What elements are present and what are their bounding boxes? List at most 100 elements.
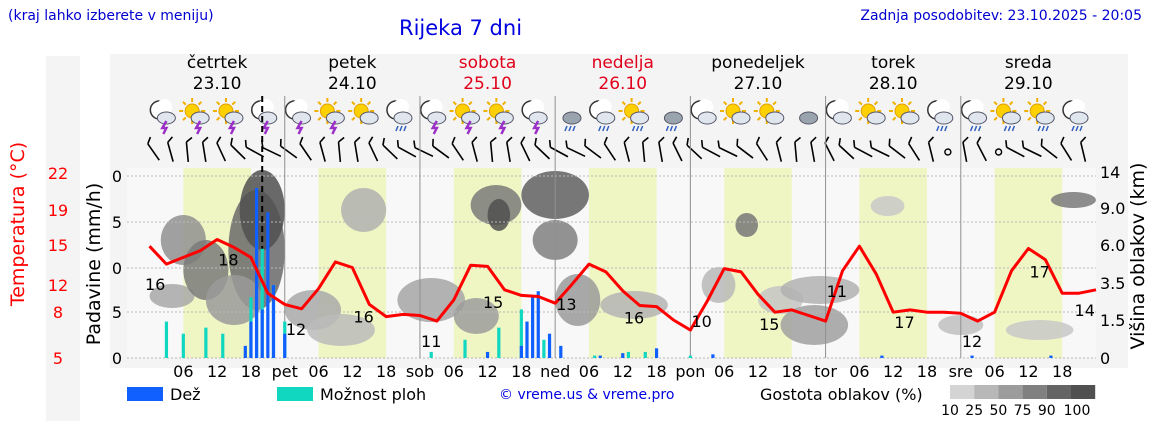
wind-barb [775, 136, 783, 162]
barb-flag [810, 136, 817, 143]
cloud-cover-patch [487, 199, 511, 231]
page-title: Rijeka 7 dni [399, 16, 523, 40]
barb-shaft [319, 142, 326, 162]
rain-bar [880, 355, 884, 358]
barb-flag [451, 136, 456, 145]
cloud-shape [494, 111, 514, 125]
night-storm-icon [420, 99, 447, 135]
wind-barb [489, 136, 497, 163]
wind-barb [717, 140, 738, 158]
rain-bar [536, 291, 540, 358]
rain-drop [631, 125, 636, 132]
rain-drop [1071, 125, 1075, 132]
day-abbr-tick: sre [949, 362, 973, 381]
barb-flag [976, 136, 982, 144]
rain-drop [395, 125, 399, 132]
day-date: 26.10 [598, 74, 647, 94]
barb-flag [396, 139, 400, 148]
lightning-bolt [532, 120, 541, 135]
barb-flag [584, 138, 587, 147]
legend-rain-label: Dež [170, 385, 201, 404]
rain-drop [1037, 125, 1041, 132]
barb-flag [794, 136, 801, 143]
hour-tick: 12 [1018, 362, 1038, 381]
day-date: 25.10 [463, 74, 512, 94]
barb-flag [520, 136, 526, 144]
night-storm-icon [149, 99, 176, 135]
density-swatch [950, 385, 975, 399]
cloud-cover-patch [870, 196, 905, 216]
cloud-shape [1069, 111, 1089, 125]
sun-ray [216, 101, 221, 106]
sun-ray [621, 116, 626, 121]
barb-shaft [775, 142, 783, 162]
shower-bar [181, 333, 185, 358]
cloud-shape [190, 111, 210, 125]
rain-bar [621, 353, 625, 358]
night-rain-icon [960, 99, 988, 132]
cloud-shape [224, 111, 244, 125]
night-storm-icon [521, 99, 548, 135]
night-rain-icon [1062, 99, 1089, 132]
legend: Dež Možnost ploh Gostota oblakov (%) 10 25 50… [127, 385, 1096, 419]
wind-barb [976, 136, 987, 162]
sun-ray [502, 101, 507, 106]
rain-drop [1003, 125, 1008, 132]
cloud-shape [156, 111, 176, 125]
shower-bar [542, 339, 546, 358]
sun-ray [873, 101, 879, 106]
night-rain-icon [386, 99, 413, 132]
barb-flag [216, 136, 222, 144]
barb-flag [1040, 138, 1043, 146]
barb-shaft [962, 142, 968, 162]
rain-bar [254, 188, 259, 358]
barb-flag [755, 136, 761, 144]
moon-cutout [156, 99, 173, 115]
sun-rain-icon [990, 98, 1021, 132]
barb-shaft [838, 144, 855, 160]
temperature-label: 14 [1075, 301, 1095, 320]
wind-barb [1021, 140, 1042, 158]
sun-ray [621, 101, 626, 106]
sun-cloud-icon [855, 98, 886, 125]
barb-shaft [888, 145, 906, 159]
moon-cutout [426, 99, 443, 115]
rain-bar [266, 212, 270, 358]
rain-cloud-icon [562, 111, 582, 132]
barb-flag [717, 140, 720, 148]
barb-flag [686, 137, 690, 146]
sun-ray [182, 101, 187, 106]
cloud-shape [1001, 111, 1021, 125]
sun-ray [231, 101, 236, 106]
barb-shaft [718, 146, 738, 158]
temperature-label: 13 [556, 295, 576, 314]
hour-tick: 18 [646, 362, 666, 381]
lightning-bolt [160, 120, 169, 135]
rain-drop [602, 125, 606, 132]
rain-drop [564, 125, 568, 132]
density-tick: 10 [941, 403, 959, 419]
sun-ray [366, 101, 372, 106]
rain-bar [271, 285, 276, 358]
shower-bar [164, 321, 169, 358]
sun-ray [197, 101, 203, 106]
wind-barb [471, 136, 479, 162]
wind-barb [565, 140, 586, 158]
barb-shaft [489, 141, 494, 163]
lightning-bolt [329, 120, 338, 135]
rain-drop [936, 125, 940, 132]
cloud-cover-patch [735, 213, 758, 237]
cloud-cover-patch [453, 298, 499, 334]
cloud-shape [562, 111, 582, 125]
copyright-link[interactable]: © vreme.us & vreme.pro [499, 387, 675, 403]
rain-drop [944, 125, 948, 132]
rain-bar [547, 333, 552, 358]
shower-bar [260, 248, 264, 358]
density-swatch [1022, 385, 1047, 399]
rain-bar [970, 355, 974, 358]
density-tick: 75 [1014, 403, 1032, 419]
wind-barb [368, 136, 379, 162]
rain-drop [665, 125, 670, 132]
